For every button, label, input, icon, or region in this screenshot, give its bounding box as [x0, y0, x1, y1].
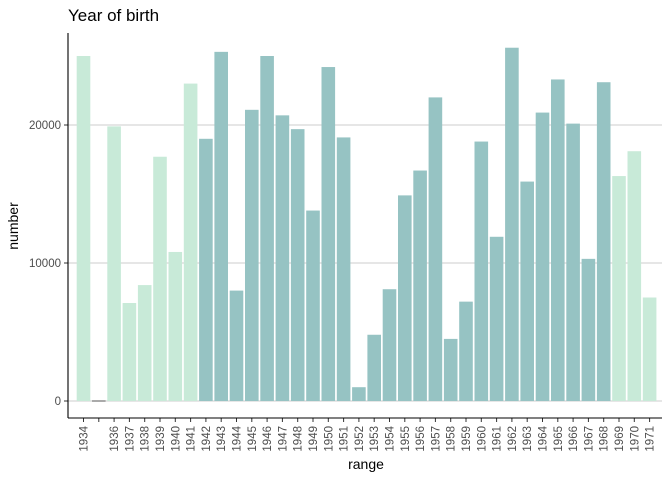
x-tick-label: 1939 [155, 426, 167, 452]
x-tick-label: 1954 [385, 425, 397, 451]
bar [413, 170, 427, 401]
x-axis-ticks: 1934 1936 1937 1938 1939 1940 1941 1942 1943 1944… [79, 418, 657, 452]
bar [581, 258, 596, 401]
bar [260, 56, 274, 401]
x-tick-label: 1936 [109, 426, 121, 452]
bar [306, 210, 320, 401]
bar [76, 56, 91, 401]
bar [168, 251, 183, 401]
bar [535, 112, 550, 401]
bar [642, 297, 657, 401]
x-tick-label: 1961 [492, 426, 504, 452]
x-tick-label: 1934 [79, 425, 91, 451]
x-tick-label: 1940 [170, 426, 182, 452]
bars [76, 47, 657, 402]
bar [245, 109, 259, 401]
bar [551, 79, 565, 402]
y-tick-label: 0 [55, 396, 61, 408]
x-tick-label: 1962 [507, 426, 519, 452]
x-tick-label: 1966 [568, 426, 580, 452]
x-tick-label: 1957 [430, 426, 442, 452]
bar [627, 151, 642, 401]
bar [489, 236, 504, 401]
x-tick-label: 1937 [124, 426, 136, 452]
bar [183, 83, 198, 401]
bar [398, 195, 412, 401]
bar [275, 115, 290, 401]
x-tick-label: 1950 [323, 426, 335, 452]
bar [443, 338, 458, 401]
bar [520, 181, 534, 401]
x-tick-label: 1942 [201, 426, 213, 452]
bar [321, 67, 336, 401]
x-tick-label: 1968 [599, 426, 611, 452]
x-tick-label: 1956 [415, 426, 427, 452]
bar [367, 334, 381, 401]
x-tick-label: 1951 [339, 426, 351, 452]
bar [428, 97, 443, 402]
x-tick-label: 1969 [614, 426, 626, 452]
x-tick-label: 1971 [645, 426, 657, 452]
x-tick-label: 1943 [216, 426, 228, 452]
bar [290, 129, 305, 401]
bar [336, 137, 351, 402]
y-axis-ticks: 0 10000 20000 [29, 120, 68, 408]
bar [382, 289, 397, 401]
bar [214, 51, 228, 402]
x-axis-title: range [348, 456, 384, 472]
bar [596, 82, 611, 401]
bar [137, 285, 152, 401]
x-tick-label: 1946 [262, 426, 274, 452]
bar [122, 303, 137, 401]
x-tick-label: 1964 [538, 425, 550, 451]
y-axis-title: number [5, 202, 21, 250]
x-tick-label: 1963 [522, 426, 534, 452]
x-tick-label: 1944 [232, 425, 244, 451]
bar [612, 176, 626, 401]
chart-title: Year of birth [68, 6, 159, 25]
x-tick-label: 1960 [476, 426, 488, 452]
bar [107, 126, 121, 401]
x-tick-label: 1947 [277, 426, 289, 452]
bar [474, 141, 489, 401]
bar [352, 387, 366, 401]
x-tick-label: 1941 [186, 426, 198, 452]
x-tick-label: 1959 [461, 426, 473, 452]
x-tick-label: 1938 [140, 426, 152, 452]
x-tick-label: 1952 [354, 426, 366, 452]
y-tick-label: 20000 [29, 120, 61, 132]
x-tick-label: 1945 [247, 426, 259, 452]
bar [566, 123, 580, 402]
x-tick-label: 1967 [583, 426, 595, 452]
x-tick-label: 1953 [369, 426, 381, 452]
bar [153, 156, 167, 401]
y-tick-label: 10000 [29, 258, 61, 270]
x-tick-label: 1949 [308, 426, 320, 452]
bar [505, 47, 519, 401]
x-tick-label: 1970 [629, 426, 641, 452]
bar [459, 301, 473, 401]
x-tick-label: 1955 [400, 426, 412, 452]
x-tick-label: 1965 [553, 426, 565, 452]
x-tick-label: 1948 [293, 426, 305, 452]
x-tick-label: 1958 [446, 426, 458, 452]
bar [199, 138, 213, 402]
bar [229, 290, 244, 401]
